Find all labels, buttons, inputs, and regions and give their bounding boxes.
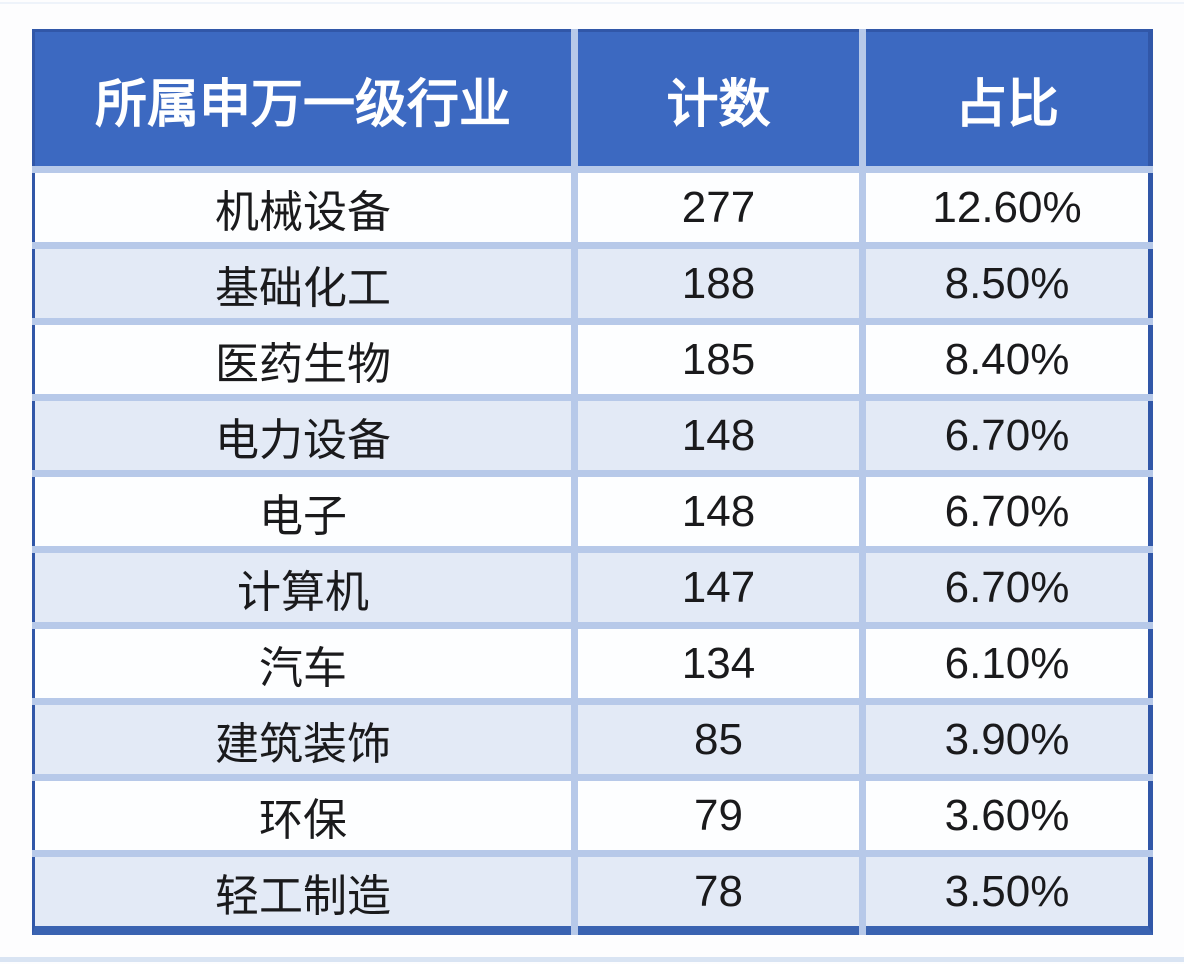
count-cell: 79 <box>578 781 859 850</box>
percent-cell: 8.50% <box>866 249 1153 318</box>
industry-table: 所属申万一级行业 计数 占比机械设备 277 12.60% 基础化工 188 8.50% 医药生… <box>32 29 1153 935</box>
count-cell: 85 <box>578 705 859 774</box>
industry-cell: 轻工制造 <box>32 857 571 935</box>
industry-cell: 计算机 <box>32 553 571 622</box>
count-cell: 134 <box>578 629 859 698</box>
percent-cell: 6.70% <box>866 553 1153 622</box>
count-cell: 185 <box>578 325 859 394</box>
industry-cell: 电力设备 <box>32 401 571 470</box>
count-cell: 78 <box>578 857 859 935</box>
percent-cell: 6.70% <box>866 401 1153 470</box>
industry-cell: 机械设备 <box>32 173 571 242</box>
count-cell: 147 <box>578 553 859 622</box>
industry-header-cell: 所属申万一级行业 <box>32 29 571 166</box>
industry-cell: 医药生物 <box>32 325 571 394</box>
percent-cell: 6.70% <box>866 477 1153 546</box>
percent-cell: 12.60% <box>866 173 1153 242</box>
count-cell: 148 <box>578 401 859 470</box>
bottom-edge-strip <box>0 957 1184 962</box>
percent-cell: 3.50% <box>866 857 1153 935</box>
industry-cell: 建筑装饰 <box>32 705 571 774</box>
percent-cell: 6.10% <box>866 629 1153 698</box>
top-edge-hairline <box>0 2 1184 4</box>
count-cell: 148 <box>578 477 859 546</box>
industry-cell: 电子 <box>32 477 571 546</box>
industry-cell: 基础化工 <box>32 249 571 318</box>
percent-header-cell: 占比 <box>866 29 1153 166</box>
industry-cell: 环保 <box>32 781 571 850</box>
industry-cell: 汽车 <box>32 629 571 698</box>
percent-cell: 3.90% <box>866 705 1153 774</box>
count-header-cell: 计数 <box>578 29 859 166</box>
count-cell: 188 <box>578 249 859 318</box>
percent-cell: 3.60% <box>866 781 1153 850</box>
percent-cell: 8.40% <box>866 325 1153 394</box>
count-cell: 277 <box>578 173 859 242</box>
